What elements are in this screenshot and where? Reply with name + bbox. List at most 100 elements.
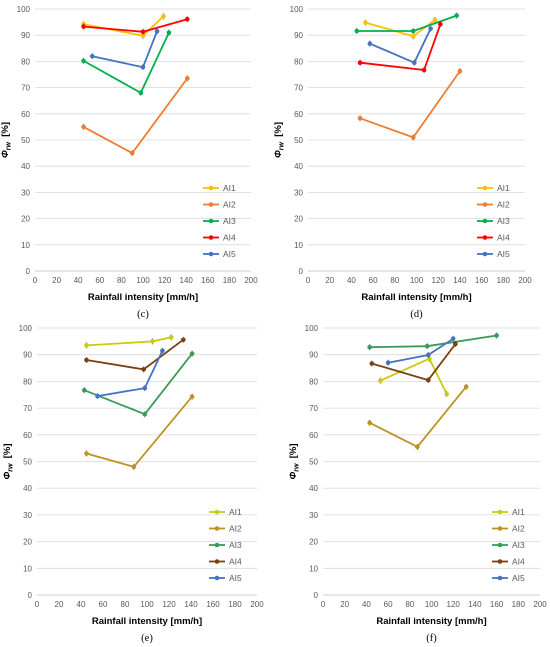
legend-marker-ai3 (497, 542, 503, 548)
legend-label-ai5: AI5 (223, 249, 236, 259)
legend-marker-ai2 (208, 202, 214, 207)
x-axis-title: Rainfall intensity [mm/h] (376, 616, 486, 627)
x-tick-label: 60 (369, 276, 378, 285)
data-point-ai3 (81, 58, 86, 64)
x-axis-title: Rainfall intensity [mm/h] (361, 292, 471, 303)
x-tick-label: 0 (33, 276, 38, 285)
data-point-ai2 (463, 384, 469, 390)
data-point-ai2 (367, 420, 372, 426)
legend-label-ai1: AI1 (223, 183, 236, 193)
x-tick-label: 120 (432, 276, 446, 285)
y-tick-label: 10 (309, 564, 318, 573)
y-tick-label: 0 (28, 591, 33, 600)
data-point-ai4 (140, 29, 146, 35)
legend-label-ai5: AI5 (497, 249, 510, 259)
panel-label: (c) (137, 309, 149, 320)
data-point-ai5 (154, 28, 160, 34)
x-tick-label: 200 (244, 276, 258, 285)
y-tick-label: 50 (309, 458, 318, 467)
y-tick-label: 20 (309, 538, 318, 547)
data-point-ai5 (367, 41, 373, 46)
x-axis-title: Rainfall intensity [mm/h] (88, 292, 198, 303)
legend-label-ai2: AI2 (223, 200, 236, 210)
y-tick-label: 0 (314, 591, 319, 600)
y-axis-title: Φrw [%] (288, 443, 301, 479)
y-tick-label: 60 (294, 110, 303, 119)
x-tick-label: 20 (325, 276, 334, 285)
legend-marker-ai2 (214, 526, 220, 531)
chart-panel-f: 0 10 20 30 40 50 60 70 80 90 100 0 20 40 60 80 100 120 140… (275, 323, 550, 647)
data-point-ai2 (457, 68, 463, 74)
y-tick-label: 80 (21, 57, 30, 66)
series-line-ai4 (83, 18, 188, 33)
x-tick-label: 60 (95, 276, 104, 285)
legend-label-ai3: AI3 (229, 540, 242, 550)
legend-marker-ai5 (208, 251, 214, 257)
x-tick-label: 80 (117, 276, 126, 285)
legend-marker-ai3 (208, 218, 214, 224)
y-tick-label: 80 (23, 377, 32, 386)
legend-marker-ai5 (214, 575, 220, 581)
series-line-ai1 (83, 15, 165, 37)
y-tick-label: 100 (305, 324, 319, 333)
data-point-ai2 (129, 150, 135, 156)
data-point-ai5 (385, 360, 391, 366)
y-tick-label: 80 (309, 377, 318, 386)
legend-label-ai4: AI4 (229, 557, 242, 567)
y-tick-label: 10 (23, 564, 32, 573)
data-point-ai4 (357, 60, 363, 66)
y-tick-label: 100 (17, 5, 31, 14)
data-point-ai3 (494, 333, 499, 338)
y-tick-label: 30 (294, 188, 303, 197)
data-point-ai3 (189, 351, 195, 356)
data-point-ai5 (140, 64, 146, 70)
y-tick-label: 30 (309, 511, 318, 520)
data-point-ai4 (438, 21, 443, 27)
legend-marker-ai4 (214, 559, 220, 564)
legend-label-ai1: AI1 (512, 507, 525, 517)
data-point-ai2 (81, 124, 86, 130)
legend-marker-ai1 (482, 185, 488, 191)
legend-marker-ai1 (208, 185, 214, 191)
legend-label-ai4: AI4 (497, 233, 510, 243)
data-point-ai3 (166, 30, 172, 35)
data-point-ai4 (369, 361, 375, 366)
y-tick-label: 60 (309, 431, 318, 440)
x-tick-label: 40 (362, 600, 371, 609)
data-point-ai1 (444, 391, 449, 397)
series-line-ai2 (369, 386, 467, 448)
data-point-ai1 (432, 17, 438, 23)
x-tick-label: 160 (206, 600, 220, 609)
x-tick-label: 40 (77, 600, 86, 609)
data-point-ai5 (412, 60, 417, 66)
y-tick-label: 70 (21, 84, 30, 93)
data-point-ai1 (168, 335, 174, 340)
chart-svg: 0 10 20 30 40 50 60 70 80 90 100 0 20 40 60 80 100 120 140… (2, 324, 264, 644)
data-point-ai3 (424, 343, 430, 349)
data-point-ai4 (184, 16, 190, 22)
data-point-ai5 (425, 352, 431, 358)
legend-label-ai1: AI1 (497, 183, 510, 193)
legend-label-ai5: AI5 (229, 573, 242, 583)
data-point-ai1 (410, 33, 416, 39)
y-tick-label: 40 (309, 484, 318, 493)
data-point-ai1 (378, 378, 383, 383)
x-tick-label: 100 (410, 276, 424, 285)
series-line-ai2 (359, 70, 461, 139)
x-tick-label: 100 (425, 600, 439, 609)
y-tick-label: 10 (294, 241, 303, 250)
x-tick-label: 120 (447, 600, 461, 609)
legend-label-ai2: AI2 (512, 524, 525, 534)
series-line-ai3 (369, 334, 497, 349)
x-tick-label: 20 (52, 276, 61, 285)
legend-marker-ai2 (482, 202, 488, 207)
x-tick-label: 60 (384, 600, 393, 609)
data-point-ai5 (95, 393, 100, 399)
data-point-ai5 (89, 53, 95, 59)
chart-svg: 0 10 20 30 40 50 60 70 80 90 100 0 20 40 60 80 100 120 140… (273, 5, 532, 320)
y-tick-label: 40 (21, 162, 30, 171)
x-tick-label: 140 (184, 600, 198, 609)
x-tick-label: 160 (201, 276, 215, 285)
legend-marker-ai5 (482, 251, 488, 257)
data-point-ai2 (415, 444, 420, 450)
